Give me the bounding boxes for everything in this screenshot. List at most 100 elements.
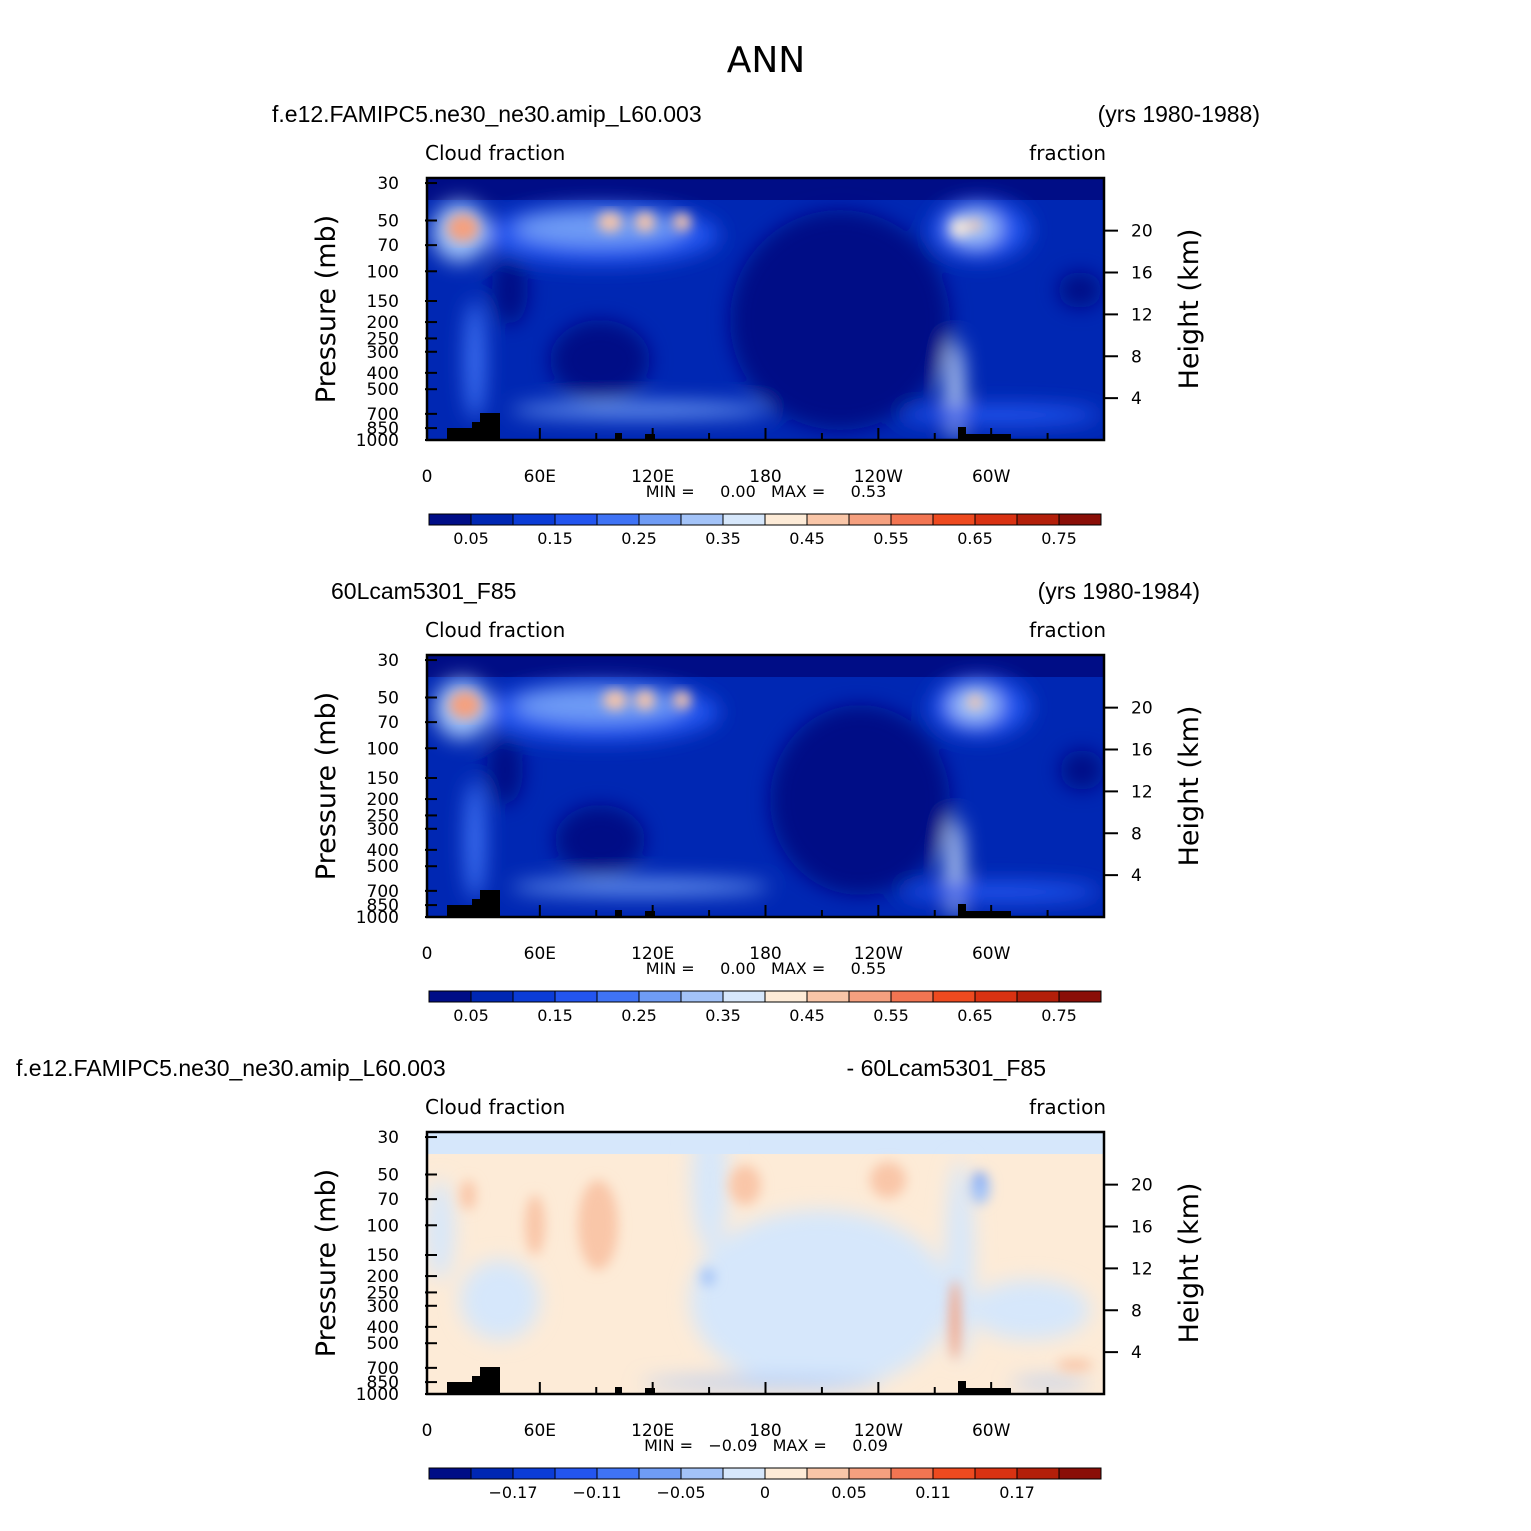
y-tick-label: 50 <box>377 1165 399 1185</box>
y-tick-label: 500 <box>367 380 399 400</box>
y-tick-label: 100 <box>367 739 399 759</box>
panel-2-plot-area <box>425 653 1106 919</box>
y-tick-label: 200 <box>367 790 399 810</box>
colorbar-swatch <box>974 513 1018 526</box>
x-tick-label: 120E <box>631 1421 674 1441</box>
colorbar-swatch <box>596 513 640 526</box>
panel-3-ylabel: Pressure (mb) <box>311 1169 342 1357</box>
panel-3-y2label: Height (km) <box>1174 1183 1205 1344</box>
panel-3-land-mask <box>447 1367 1011 1394</box>
x-tick-label: 60W <box>972 1421 1011 1441</box>
y-tick-label: 300 <box>367 343 399 363</box>
colorbar-swatch <box>512 513 556 526</box>
panel-3-colorbar: −0.17 −0.11 −0.05 0 0.05 0.11 0.17 <box>428 1467 1102 1502</box>
x-tick-label: 60E <box>524 1421 556 1441</box>
colorbar-swatch <box>932 513 976 526</box>
colorbar-swatch <box>890 513 934 526</box>
colorbar-swatch <box>974 1467 1018 1480</box>
panel-2-y2-ticks: 20 16 12 8 4 <box>1104 699 1153 886</box>
colorbar-label: 0 <box>760 1483 770 1502</box>
panel-1-colorbar: 0.05 0.15 0.25 0.35 0.45 0.55 0.65 0.75 <box>428 513 1102 548</box>
colorbar-swatch <box>470 513 514 526</box>
panel-2-var-left: Cloud fraction <box>425 618 565 642</box>
colorbar-swatch <box>1058 990 1102 1003</box>
panel-1-min-max: MIN = 0.00 MAX = 0.53 <box>646 482 887 501</box>
y2-tick-label: 4 <box>1131 389 1142 409</box>
panel-2: 60Lcam5301_F85 (yrs 1980-1984) Cloud fra… <box>311 578 1205 1025</box>
y-tick-label: 250 <box>367 806 399 826</box>
y-tick-label: 200 <box>367 313 399 333</box>
colorbar-label: 0.25 <box>621 529 657 548</box>
colorbar-label: 0.55 <box>873 1006 909 1025</box>
y-tick-label: 30 <box>377 1128 399 1148</box>
colorbar-label: 0.05 <box>453 529 489 548</box>
panel-2-min-max: MIN = 0.00 MAX = 0.55 <box>646 959 887 978</box>
colorbar-swatch <box>1016 513 1060 526</box>
y2-tick-label: 20 <box>1131 222 1153 242</box>
colorbar-swatch <box>932 990 976 1003</box>
colorbar-swatch <box>554 513 598 526</box>
colorbar-swatch <box>848 990 892 1003</box>
y-tick-label: 850 <box>367 419 399 439</box>
y2-tick-label: 20 <box>1131 1176 1153 1196</box>
panel-1-plot-area <box>425 176 1106 442</box>
y-tick-label: 700 <box>367 1359 399 1379</box>
colorbar-swatch <box>638 1467 682 1480</box>
y-tick-label: 300 <box>367 1297 399 1317</box>
colorbar-swatch <box>764 513 808 526</box>
panel-3-plot-area <box>425 1130 1106 1396</box>
panel-1-x-ticks: 0 60E 120E 180 120W 60W <box>422 428 1105 487</box>
colorbar-label: 0.17 <box>999 1483 1035 1502</box>
colorbar-swatch <box>428 990 472 1003</box>
colorbar-swatch <box>470 990 514 1003</box>
x-tick-label: 120E <box>631 467 674 487</box>
y-tick-label: 400 <box>367 1318 399 1338</box>
colorbar-label: −0.11 <box>572 1483 621 1502</box>
colorbar-swatch <box>428 1467 472 1480</box>
colorbar-swatch <box>596 1467 640 1480</box>
colorbar-swatch <box>890 990 934 1003</box>
panel-2-colorbar: 0.05 0.15 0.25 0.35 0.45 0.55 0.65 0.75 <box>428 990 1102 1025</box>
panel-1-ylabel: Pressure (mb) <box>311 215 342 403</box>
x-tick-label: 0 <box>422 1421 433 1441</box>
y-tick-label: 700 <box>367 882 399 902</box>
panel-3-x-ticks: 0 60E 120E 180 120W 60W <box>422 1382 1105 1441</box>
panel-2-x-ticks: 0 60E 120E 180 120W 60W <box>422 905 1105 964</box>
colorbar-swatch <box>806 1467 850 1480</box>
colorbar-label: 0.75 <box>1041 1006 1077 1025</box>
y-tick-label: 850 <box>367 896 399 916</box>
y-tick-label: 1000 <box>356 431 399 451</box>
y2-tick-label: 16 <box>1131 741 1153 761</box>
colorbar-label: 0.65 <box>957 529 993 548</box>
colorbar-label: 0.05 <box>831 1483 867 1502</box>
colorbar-swatch <box>848 1467 892 1480</box>
colorbar-swatch <box>554 1467 598 1480</box>
colorbar-label: 0.11 <box>915 1483 951 1502</box>
y-tick-label: 70 <box>377 1190 399 1210</box>
colorbar-label: −0.17 <box>488 1483 537 1502</box>
y-tick-label: 1000 <box>356 908 399 928</box>
colorbar-swatch <box>680 990 724 1003</box>
panel-1-var-left: Cloud fraction <box>425 141 565 165</box>
colorbar-swatch <box>722 1467 766 1480</box>
y-tick-label: 70 <box>377 713 399 733</box>
colorbar-swatch <box>554 990 598 1003</box>
y2-tick-label: 8 <box>1131 347 1142 367</box>
colorbar-label: 0.25 <box>621 1006 657 1025</box>
y-tick-label: 70 <box>377 236 399 256</box>
panel-2-case-left: 60Lcam5301_F85 <box>331 578 516 604</box>
x-tick-label: 120W <box>854 944 903 964</box>
y-tick-label: 1000 <box>356 1385 399 1405</box>
y2-tick-label: 12 <box>1131 782 1153 802</box>
x-tick-label: 120E <box>631 944 674 964</box>
colorbar-swatch <box>638 990 682 1003</box>
colorbar-label: 0.55 <box>873 529 909 548</box>
y-tick-label: 30 <box>377 174 399 194</box>
colorbar-label: 0.45 <box>789 1006 825 1025</box>
colorbar-label: 0.65 <box>957 1006 993 1025</box>
x-tick-label: 180 <box>749 1421 781 1441</box>
colorbar-swatch <box>806 990 850 1003</box>
